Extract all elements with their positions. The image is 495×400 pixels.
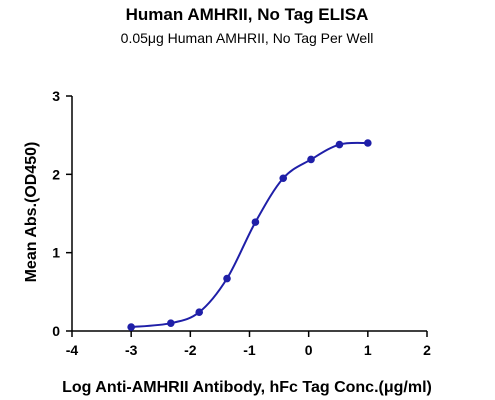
y-tick-label: 1 xyxy=(52,245,60,261)
data-point xyxy=(127,323,135,331)
x-tick-label: 1 xyxy=(364,342,372,358)
data-point xyxy=(364,139,372,147)
x-tick-label: -2 xyxy=(184,342,197,358)
data-point xyxy=(223,274,231,283)
data-points-layer xyxy=(127,139,372,331)
chart-title: Human AMHRII, No Tag ELISA xyxy=(126,5,369,24)
data-point xyxy=(279,174,288,183)
x-tick-label: -4 xyxy=(66,342,79,358)
x-tick-label: 0 xyxy=(305,342,313,358)
fit-curve-layer xyxy=(131,141,368,329)
x-tick-label: -3 xyxy=(125,342,138,358)
y-axis-label: Mean Abs.(OD450) xyxy=(23,142,40,283)
x-tick-label: 2 xyxy=(423,342,431,358)
axes: -4 -3 -2 -1 0 1 2 0 1 2 3 xyxy=(52,88,431,358)
fit-curve xyxy=(131,141,368,329)
x-tick-label: -1 xyxy=(243,342,256,358)
data-point xyxy=(195,308,204,317)
chart-subtitle: 0.05μg Human AMHRII, No Tag Per Well xyxy=(121,30,374,46)
data-point xyxy=(307,155,315,164)
data-point xyxy=(335,140,344,149)
x-axis-label: Log Anti-AMHRII Antibody, hFc Tag Conc.(… xyxy=(62,379,432,396)
y-tick-label: 0 xyxy=(52,323,60,339)
data-point xyxy=(251,218,260,226)
data-point xyxy=(167,319,175,327)
y-tick-label: 3 xyxy=(52,88,60,104)
y-tick-label: 2 xyxy=(52,166,60,182)
